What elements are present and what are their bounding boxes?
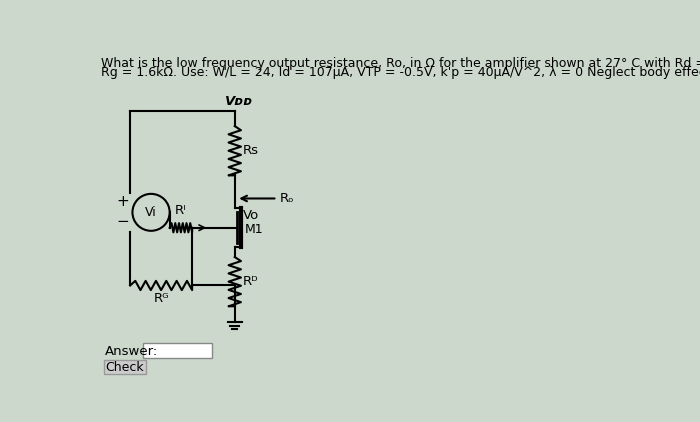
Text: Answer:: Answer: bbox=[104, 345, 158, 358]
Text: M1: M1 bbox=[245, 223, 263, 236]
Text: Rᴰ: Rᴰ bbox=[242, 275, 258, 288]
FancyBboxPatch shape bbox=[104, 360, 146, 374]
Text: Check: Check bbox=[106, 361, 144, 373]
Text: Vi: Vi bbox=[145, 206, 157, 219]
Text: Rᴳ: Rᴳ bbox=[153, 292, 169, 305]
Text: −: − bbox=[116, 214, 129, 229]
Text: Rg = 1.6kΩ. Use: W/L = 24, Id = 107μA, VTP = -0.5V, k'p = 40μA/V^2, λ = 0 Neglec: Rg = 1.6kΩ. Use: W/L = 24, Id = 107μA, V… bbox=[102, 66, 700, 79]
FancyBboxPatch shape bbox=[143, 343, 212, 358]
Text: Vo: Vo bbox=[242, 209, 259, 222]
Text: Rs: Rs bbox=[242, 144, 258, 157]
Text: +: + bbox=[116, 194, 129, 209]
Text: Vᴅᴅ: Vᴅᴅ bbox=[225, 95, 253, 108]
Text: What is the low frequency output resistance, Ro, in Ω for the amplifier shown at: What is the low frequency output resista… bbox=[102, 57, 700, 70]
Text: Rᴵ: Rᴵ bbox=[175, 204, 186, 217]
Text: Rₒ: Rₒ bbox=[280, 192, 294, 205]
